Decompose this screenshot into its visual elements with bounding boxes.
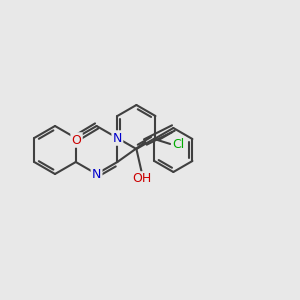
Text: O: O xyxy=(72,134,82,146)
Text: Cl: Cl xyxy=(172,137,184,151)
Text: OH: OH xyxy=(132,172,151,185)
Text: N: N xyxy=(113,131,122,145)
Text: N: N xyxy=(92,167,101,181)
